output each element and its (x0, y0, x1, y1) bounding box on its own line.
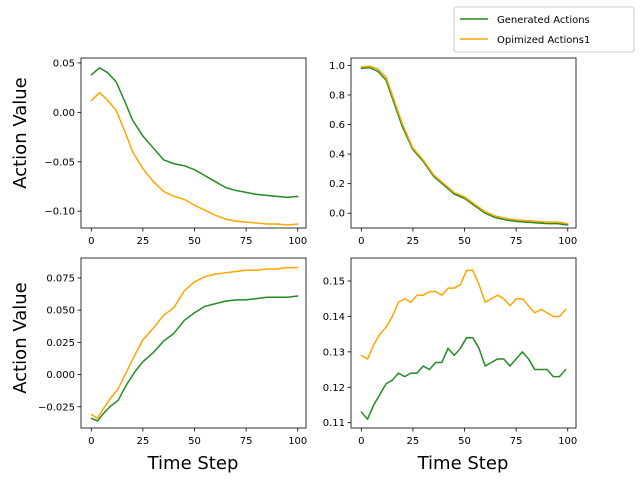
y-tick-label: 0.6 (329, 120, 345, 131)
x-tick-label: 0 (88, 236, 94, 247)
y-tick-label: 0.14 (323, 312, 345, 323)
y-tick-label: 0.8 (329, 90, 345, 101)
x-tick-label: 0 (358, 436, 364, 447)
axes-frame (350, 57, 577, 229)
y-tick-label: 0.050 (46, 306, 75, 317)
series-line-generated (360, 66, 569, 226)
legend-label-generated: Generated Actions (497, 15, 590, 26)
y-tick-label: −0.05 (44, 157, 75, 168)
y-tick-label: 0.4 (329, 150, 345, 161)
y-tick-label: 0.05 (53, 58, 75, 69)
x-axis-label-right: Time Step (417, 453, 509, 474)
x-tick-label: 0 (358, 236, 364, 247)
x-axis-label-left: Time Step (147, 453, 239, 474)
x-tick-label: 100 (558, 436, 577, 447)
series-line-optimized (90, 91, 299, 226)
legend: Generated Actions Opimized Actions1 (453, 6, 635, 53)
axes-frame (80, 57, 307, 229)
x-tick-label: 50 (458, 236, 471, 247)
x-tick-label: 75 (240, 236, 253, 247)
series-line-generated (360, 336, 567, 420)
y-tick-label: 0.000 (46, 370, 75, 381)
x-tick-label: 25 (137, 236, 150, 247)
series-line-optimized (360, 269, 567, 360)
y-tick-label: −0.025 (38, 402, 75, 413)
x-tick-label: 0 (88, 436, 94, 447)
x-tick-label: 75 (510, 236, 523, 247)
legend-label-optimized: Opimized Actions1 (497, 35, 590, 46)
y-tick-label: 0.15 (323, 277, 345, 288)
series-line-optimized (90, 266, 299, 420)
y-tick-label: 0.025 (46, 338, 75, 349)
x-tick-label: 25 (137, 436, 150, 447)
x-tick-label: 25 (407, 436, 420, 447)
subplot-top-left: 0 25 50 75 100 0.05 0.00 −0.05 −0.10 (44, 57, 307, 247)
x-tick-label: 25 (407, 236, 420, 247)
axes-frame (350, 257, 577, 429)
y-tick-label: 0.2 (329, 179, 345, 190)
x-tick-label: 75 (510, 436, 523, 447)
x-tick-label: 50 (188, 236, 201, 247)
x-tick-label: 75 (240, 436, 253, 447)
y-tick-label: 0.12 (323, 383, 345, 394)
y-tick-label: 0.13 (323, 347, 345, 358)
y-axis-label-top: Action Value (10, 77, 31, 189)
y-tick-label: 0.11 (323, 418, 345, 429)
x-tick-label: 50 (188, 436, 201, 447)
y-tick-label: 0.0 (329, 209, 345, 220)
y-tick-label: 0.00 (53, 108, 75, 119)
subplot-top-right: 0 25 50 75 100 1.0 0.8 0.6 0.4 0.2 0.0 (329, 57, 577, 247)
y-tick-label: 1.0 (329, 61, 345, 72)
series-line-generated (90, 67, 299, 199)
series-line-optimized (360, 65, 569, 225)
y-tick-label: −0.10 (44, 207, 75, 218)
subplot-bottom-right: 0 25 50 75 100 0.15 0.14 0.13 0.12 0.11 (323, 257, 577, 447)
legend-frame (453, 6, 635, 53)
y-axis-label-bottom: Action Value (10, 282, 31, 394)
x-tick-label: 100 (288, 236, 307, 247)
subplot-bottom-left: 0 25 50 75 100 0.075 0.050 0.025 0.000 −0.025 (38, 257, 307, 447)
x-tick-label: 100 (558, 236, 577, 247)
y-tick-label: 0.075 (46, 273, 75, 284)
x-tick-label: 100 (288, 436, 307, 447)
axes-frame (80, 257, 307, 429)
series-line-generated (90, 295, 299, 422)
x-tick-label: 50 (458, 436, 471, 447)
